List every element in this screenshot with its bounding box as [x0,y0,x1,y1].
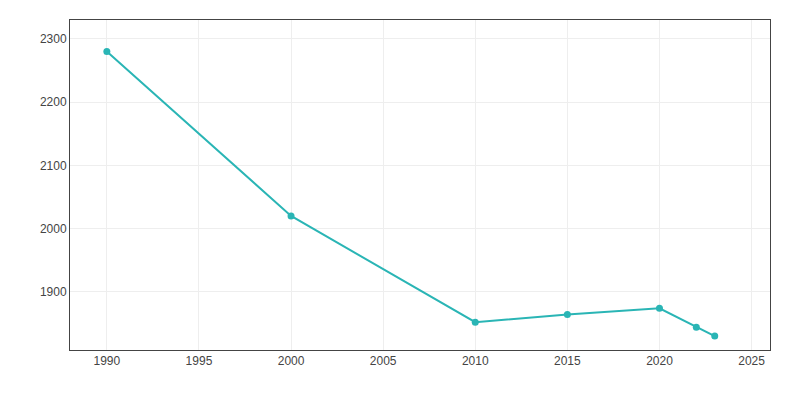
svg-text:2020: 2020 [646,354,673,368]
svg-text:2300: 2300 [40,32,67,46]
svg-text:2000: 2000 [278,354,305,368]
svg-text:2010: 2010 [462,354,489,368]
svg-text:1900: 1900 [40,285,67,299]
svg-text:2005: 2005 [370,354,397,368]
svg-text:2100: 2100 [40,159,67,173]
svg-text:1995: 1995 [186,354,213,368]
svg-text:2015: 2015 [554,354,581,368]
svg-text:2200: 2200 [40,95,67,109]
svg-text:2000: 2000 [40,222,67,236]
svg-text:1990: 1990 [93,354,120,368]
svg-text:2025: 2025 [738,354,765,368]
